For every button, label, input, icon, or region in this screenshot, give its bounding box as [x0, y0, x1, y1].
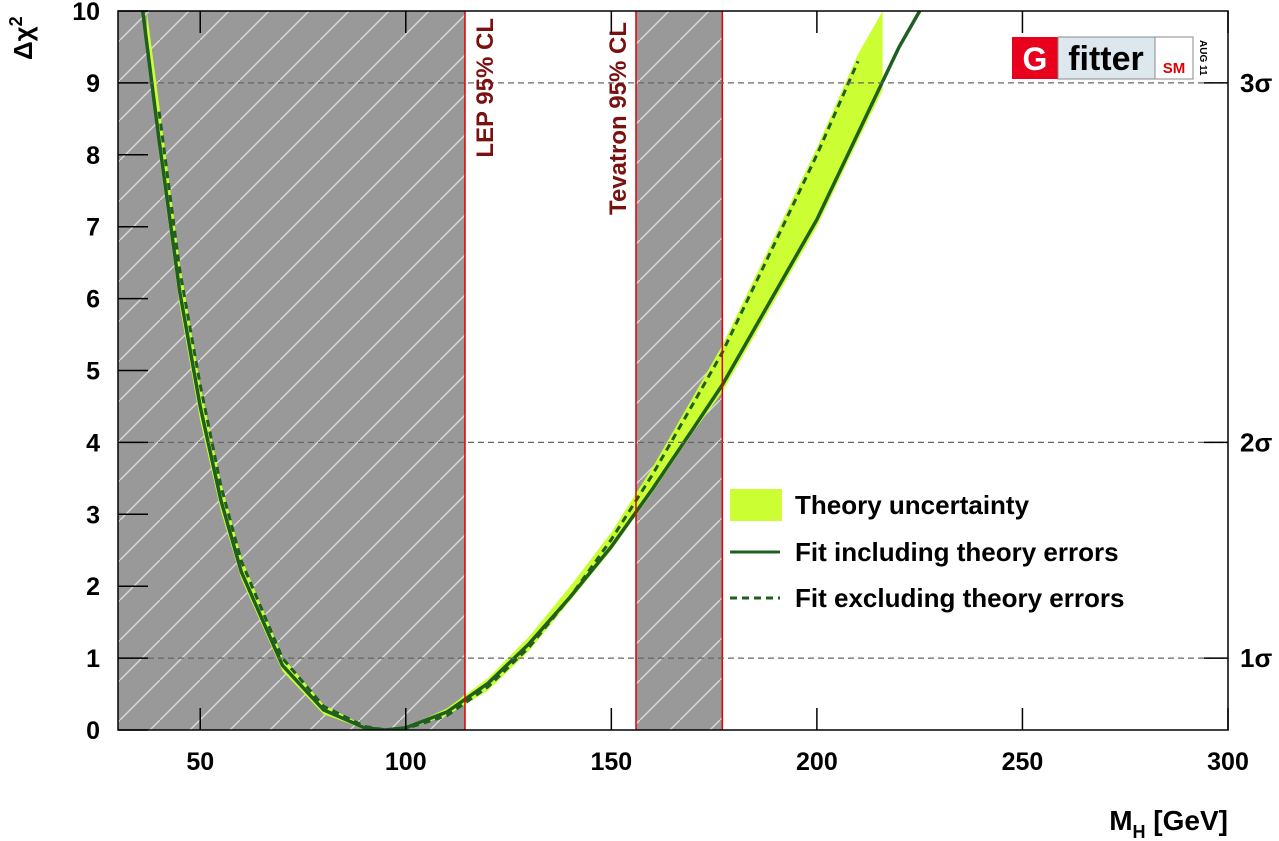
y-tick-label: 7	[86, 214, 100, 242]
logo-g-box	[1012, 37, 1058, 79]
x-tick-label: 300	[1207, 748, 1249, 776]
y-axis-title-sup: 2	[6, 16, 26, 26]
x-tick-label: 250	[1002, 748, 1044, 776]
region-label: LEP 95% CL	[472, 18, 499, 158]
x-tick-label: 50	[186, 748, 214, 776]
y-axis-title-main: Δχ	[8, 26, 38, 60]
logo-g: G	[1023, 41, 1048, 77]
y-tick-label: 6	[86, 286, 100, 314]
solid-line	[140, 11, 922, 730]
region-label: Tevatron 95% CL	[605, 22, 632, 215]
x-axis-title-rest: [GeV]	[1146, 805, 1228, 836]
y-tick-label: 3	[86, 501, 100, 529]
legend-label: Fit excluding theory errors	[795, 583, 1124, 613]
hatch	[636, 11, 723, 730]
x-tick-label: 200	[796, 748, 838, 776]
y2-tick-label: 2σ	[1240, 427, 1272, 457]
y-tick-label: 4	[86, 429, 100, 457]
legend-label: Theory uncertainty	[795, 490, 1030, 520]
y2-tick-label: 1σ	[1240, 643, 1272, 673]
dashed-line	[157, 60, 860, 730]
logo-date: AUG 11	[1197, 40, 1208, 76]
legend-label: Fit including theory errors	[795, 537, 1119, 567]
legend-swatch	[730, 489, 782, 521]
logo-sm-box	[1154, 36, 1194, 80]
y-axis-title: Δχ2	[6, 16, 38, 60]
logo-fitter-box	[1057, 36, 1156, 80]
y-tick-label: 5	[86, 358, 100, 386]
x-axis-title: MH [GeV]	[1109, 805, 1228, 841]
y-tick-label: 10	[72, 0, 100, 26]
x-tick-label: 100	[385, 748, 427, 776]
y-tick-label: 8	[86, 142, 100, 170]
x-axis-title-main: M	[1109, 805, 1132, 836]
y-tick-label: 2	[86, 573, 100, 601]
logo-sm: SM	[1163, 60, 1186, 77]
logo-fitter: fitter	[1068, 40, 1144, 78]
plot-area	[118, 11, 922, 730]
y-tick-label: 9	[86, 70, 100, 98]
x-axis-title-sub: H	[1133, 822, 1146, 841]
hatch	[118, 11, 465, 730]
y2-tick-label: 3σ	[1240, 68, 1272, 98]
x-tick-label: 150	[590, 748, 632, 776]
y-tick-label: 0	[86, 717, 100, 745]
y-tick-label: 1	[86, 645, 100, 673]
